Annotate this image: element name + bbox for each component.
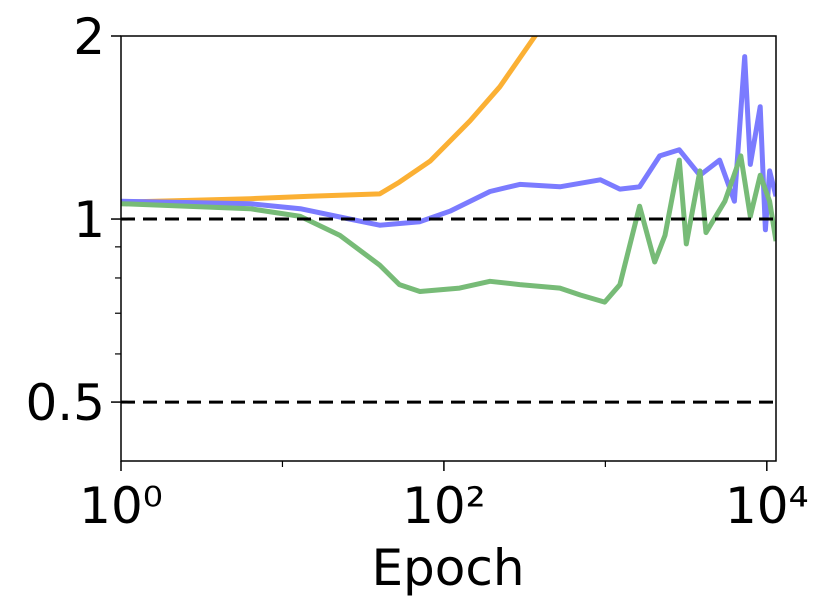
x-axis-label: Epoch xyxy=(371,539,524,597)
line-series xyxy=(121,153,776,305)
line-series xyxy=(121,54,776,233)
plot-area xyxy=(121,36,776,404)
y-tick-label: 2 xyxy=(73,8,105,66)
x-tick-label: 10⁴ xyxy=(725,477,809,535)
x-tick-label: 10⁰ xyxy=(79,477,163,535)
y-tick-label: 1 xyxy=(73,191,105,249)
plot-frame xyxy=(120,35,777,462)
y-tick-label: 0.5 xyxy=(25,374,105,432)
x-tick-label: 10² xyxy=(402,477,486,535)
line-series xyxy=(121,36,539,205)
